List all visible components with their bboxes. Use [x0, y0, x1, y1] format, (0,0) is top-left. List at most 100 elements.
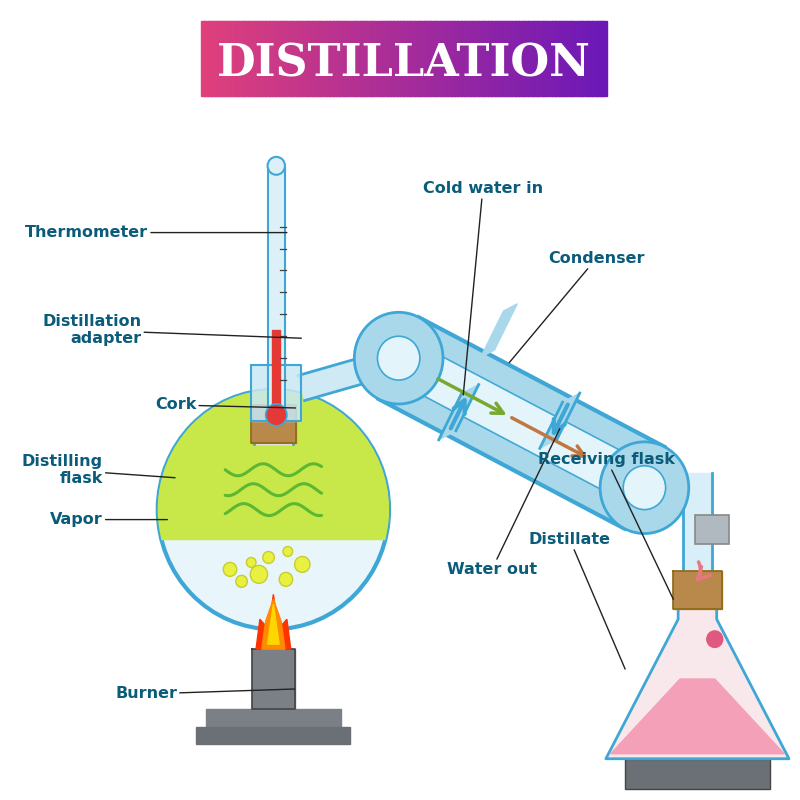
Bar	[511, 22, 516, 96]
Bar	[363, 22, 367, 96]
Bar	[552, 22, 556, 96]
Bar	[407, 22, 411, 96]
Bar	[356, 22, 361, 96]
Bar	[471, 22, 475, 96]
Bar	[586, 22, 590, 96]
Bar	[420, 22, 425, 96]
Bar	[518, 22, 522, 96]
Bar	[562, 22, 566, 96]
Polygon shape	[268, 166, 285, 410]
Bar	[596, 22, 600, 96]
Bar	[370, 22, 374, 96]
Circle shape	[354, 312, 443, 404]
Circle shape	[623, 466, 666, 510]
Polygon shape	[610, 679, 784, 754]
Polygon shape	[206, 709, 341, 729]
Bar	[342, 22, 347, 96]
Bar	[292, 22, 297, 96]
Circle shape	[246, 558, 256, 567]
Bar	[427, 22, 431, 96]
Text: Cork: Cork	[155, 398, 295, 413]
Polygon shape	[273, 330, 280, 405]
Polygon shape	[674, 571, 722, 610]
Circle shape	[378, 336, 420, 380]
Bar	[450, 22, 455, 96]
Bar	[488, 22, 492, 96]
Bar	[228, 22, 233, 96]
Bar	[313, 22, 317, 96]
Polygon shape	[389, 338, 654, 507]
Bar	[454, 22, 458, 96]
Bar	[447, 22, 452, 96]
Bar	[330, 22, 334, 96]
Text: Condenser: Condenser	[510, 251, 645, 362]
Bar	[269, 22, 273, 96]
Bar	[438, 22, 442, 96]
Bar	[478, 22, 482, 96]
Bar	[558, 22, 563, 96]
Bar	[205, 22, 209, 96]
Circle shape	[600, 442, 689, 534]
Bar	[414, 22, 418, 96]
Bar	[225, 22, 229, 96]
Bar	[528, 22, 533, 96]
Bar	[366, 22, 370, 96]
Text: Burner: Burner	[115, 686, 294, 702]
Bar	[360, 22, 364, 96]
Bar	[383, 22, 387, 96]
Text: DISTILLATION: DISTILLATION	[217, 42, 590, 86]
Bar	[353, 22, 358, 96]
Polygon shape	[251, 405, 295, 443]
Bar	[430, 22, 435, 96]
Bar	[508, 22, 512, 96]
Bar	[380, 22, 384, 96]
Bar	[410, 22, 414, 96]
Bar	[602, 22, 607, 96]
Bar	[282, 22, 286, 96]
Bar	[569, 22, 573, 96]
Bar	[575, 22, 580, 96]
Bar	[491, 22, 495, 96]
Polygon shape	[256, 594, 290, 649]
Bar	[295, 22, 300, 96]
Bar	[272, 22, 276, 96]
Circle shape	[236, 575, 247, 587]
Bar	[417, 22, 422, 96]
Bar	[214, 22, 219, 96]
Bar	[394, 22, 398, 96]
Polygon shape	[639, 473, 683, 506]
Bar	[485, 22, 489, 96]
Bar	[498, 22, 502, 96]
Bar	[579, 22, 583, 96]
Bar	[522, 22, 526, 96]
Bar	[566, 22, 570, 96]
Bar	[535, 22, 539, 96]
Bar	[326, 22, 330, 96]
Polygon shape	[196, 727, 350, 744]
Bar	[289, 22, 293, 96]
Polygon shape	[683, 473, 712, 570]
Bar	[302, 22, 306, 96]
Bar	[461, 22, 465, 96]
Bar	[434, 22, 438, 96]
Polygon shape	[481, 304, 518, 358]
Bar	[549, 22, 553, 96]
Bar	[555, 22, 560, 96]
Bar	[245, 22, 250, 96]
Bar	[424, 22, 428, 96]
Bar	[572, 22, 577, 96]
Bar	[538, 22, 542, 96]
Circle shape	[266, 404, 287, 426]
Bar	[242, 22, 246, 96]
Bar	[589, 22, 594, 96]
Bar	[222, 22, 226, 96]
Bar	[542, 22, 546, 96]
Circle shape	[250, 566, 268, 583]
Bar	[481, 22, 486, 96]
Bar	[255, 22, 259, 96]
Bar	[444, 22, 448, 96]
Circle shape	[294, 557, 310, 572]
Bar	[441, 22, 445, 96]
Bar	[373, 22, 378, 96]
Bar	[238, 22, 242, 96]
